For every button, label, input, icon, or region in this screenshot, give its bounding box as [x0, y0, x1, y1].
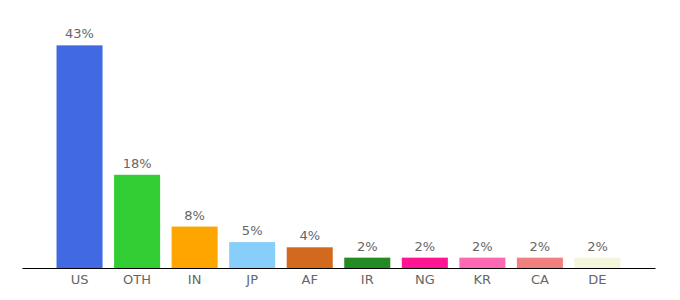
data-label: 18% — [123, 156, 152, 171]
bar — [287, 247, 333, 268]
x-tick-label: DE — [588, 272, 606, 287]
x-axis-line — [23, 268, 656, 269]
chart: 43% 18% 8% 5% 4% 2% 2% 2% 2% 2% US OTH IN JP AF IR NG KR C… — [0, 0, 680, 300]
x-axis: US OTH IN JP AF IR NG KR CA DE — [23, 268, 656, 287]
x-tick: US — [71, 268, 89, 287]
x-tick: NG — [415, 268, 435, 287]
data-labels: 43% 18% 8% 5% 4% 2% 2% 2% 2% 2% — [65, 26, 608, 253]
x-tick-label: IN — [188, 272, 202, 287]
data-label: 2% — [472, 239, 493, 254]
x-tick-label: KR — [474, 272, 492, 287]
data-label: 2% — [357, 239, 378, 254]
x-tick: KR — [474, 268, 492, 287]
x-tick-label: IR — [361, 272, 374, 287]
bar — [57, 45, 103, 268]
bar — [344, 258, 390, 268]
data-label: 4% — [299, 228, 320, 243]
x-tick: CA — [531, 268, 549, 287]
bar — [459, 258, 505, 268]
data-label: 2% — [530, 239, 551, 254]
data-label: 2% — [415, 239, 436, 254]
bars — [57, 45, 621, 268]
bar — [114, 175, 160, 268]
data-label: 5% — [242, 223, 263, 238]
x-tick-label: OTH — [123, 272, 151, 287]
x-tick-label: CA — [531, 272, 549, 287]
x-tick: JP — [245, 268, 258, 287]
x-tick: OTH — [123, 268, 151, 287]
x-tick: DE — [588, 268, 606, 287]
x-tick-label: NG — [415, 272, 435, 287]
bar — [517, 258, 563, 268]
bar — [229, 242, 275, 268]
data-label: 8% — [184, 208, 205, 223]
bar — [574, 258, 620, 268]
x-tick-label: US — [71, 272, 89, 287]
x-tick: IR — [361, 268, 374, 287]
bar — [402, 258, 448, 268]
x-tick: AF — [302, 268, 318, 287]
bar — [172, 227, 218, 268]
data-label: 2% — [587, 239, 608, 254]
x-tick-label: JP — [245, 272, 258, 287]
x-tick: IN — [188, 268, 202, 287]
data-label: 43% — [65, 26, 94, 41]
x-tick-label: AF — [302, 272, 318, 287]
